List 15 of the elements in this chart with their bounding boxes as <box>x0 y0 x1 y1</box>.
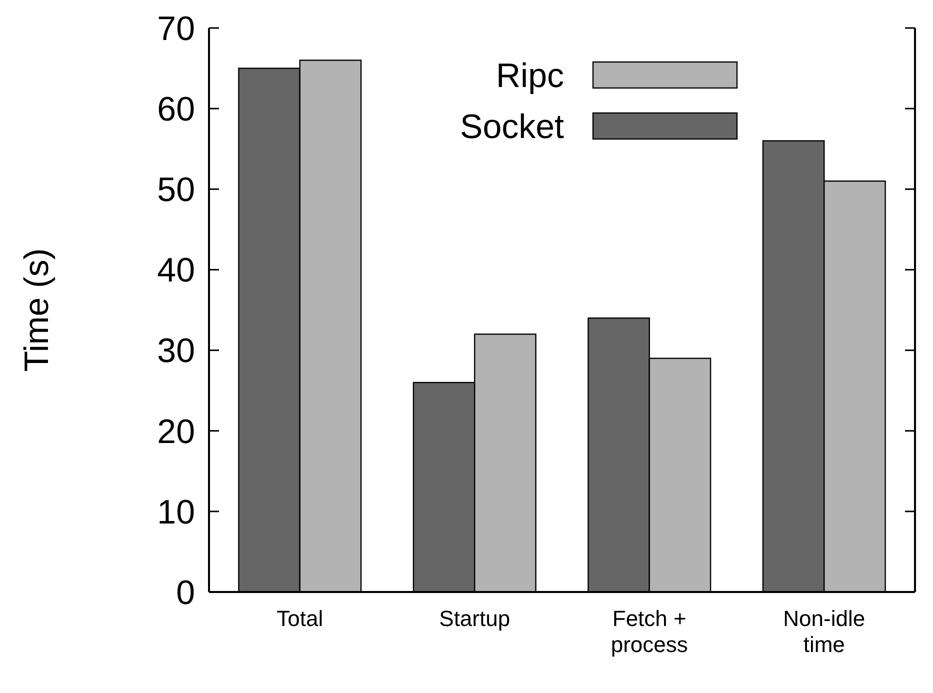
y-axis-title: Time (s) <box>18 248 56 372</box>
y-tick-label: 50 <box>157 171 195 210</box>
x-tick-label: Total <box>276 606 324 631</box>
y-tick-label: 40 <box>157 252 195 290</box>
y-tick-label: 30 <box>157 332 195 370</box>
x-tick-label: Startup <box>439 606 510 631</box>
legend-label: Socket <box>460 108 565 146</box>
y-tick-label: 70 <box>157 10 195 48</box>
y-tick-label: 10 <box>157 493 195 532</box>
y-tick-label: 60 <box>157 90 195 128</box>
legend-label: Ripc <box>496 56 564 95</box>
y-tick-label: 20 <box>157 412 195 451</box>
y-tick-label: 0 <box>176 574 195 612</box>
x-tick-label: Non-idle time <box>783 606 866 657</box>
x-tick-label: Fetch + process <box>610 606 688 657</box>
